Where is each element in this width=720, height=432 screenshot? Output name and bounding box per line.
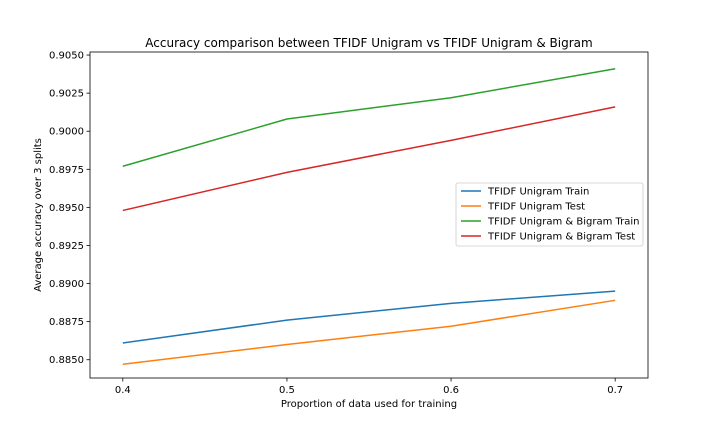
x-axis-label: Proportion of data used for training	[281, 399, 457, 410]
series-line-4	[122, 106, 616, 212]
y-tick-label: 0.8975	[49, 165, 84, 176]
y-tick-label: 0.9050	[49, 51, 84, 62]
y-tick-label: 0.9000	[49, 127, 84, 138]
axes-frame	[89, 51, 649, 379]
y-tick-label: 0.8925	[49, 241, 84, 252]
x-tick-label: 0.6	[443, 385, 459, 396]
series-line-3	[122, 68, 616, 167]
chart-title: Accuracy comparison between TFIDF Unigra…	[145, 36, 592, 50]
legend-label-1: TFIDF Unigram Train	[487, 187, 589, 198]
series-line-2	[122, 299, 616, 366]
series-line-1	[122, 290, 616, 344]
x-tick-label: 0.5	[279, 385, 295, 396]
legend-label-2: TFIDF Unigram Test	[487, 202, 585, 213]
legend-label-4: TFIDF Unigram & Bigram Test	[487, 232, 635, 243]
y-tick-label: 0.8850	[49, 355, 84, 366]
x-tick-label: 0.4	[115, 385, 131, 396]
legend-label-3: TFIDF Unigram & Bigram Train	[487, 217, 640, 228]
plot-area: 0.4 0.5 0.6 0.7 0.8850 0.8875 0.8900 0.8925 0.89…	[49, 51, 649, 396]
x-tick-label: 0.7	[607, 385, 623, 396]
y-axis-label: Average accuracy over 3 splits	[33, 138, 44, 292]
y-tick-label: 0.9025	[49, 89, 84, 100]
legend: TFIDF Unigram Train TFIDF Unigram Test TFI…	[455, 182, 644, 247]
y-tick-label: 0.8900	[49, 279, 84, 290]
y-tick-label: 0.8875	[49, 317, 84, 328]
y-tick-label: 0.8950	[49, 203, 84, 214]
legend-box	[455, 182, 644, 247]
